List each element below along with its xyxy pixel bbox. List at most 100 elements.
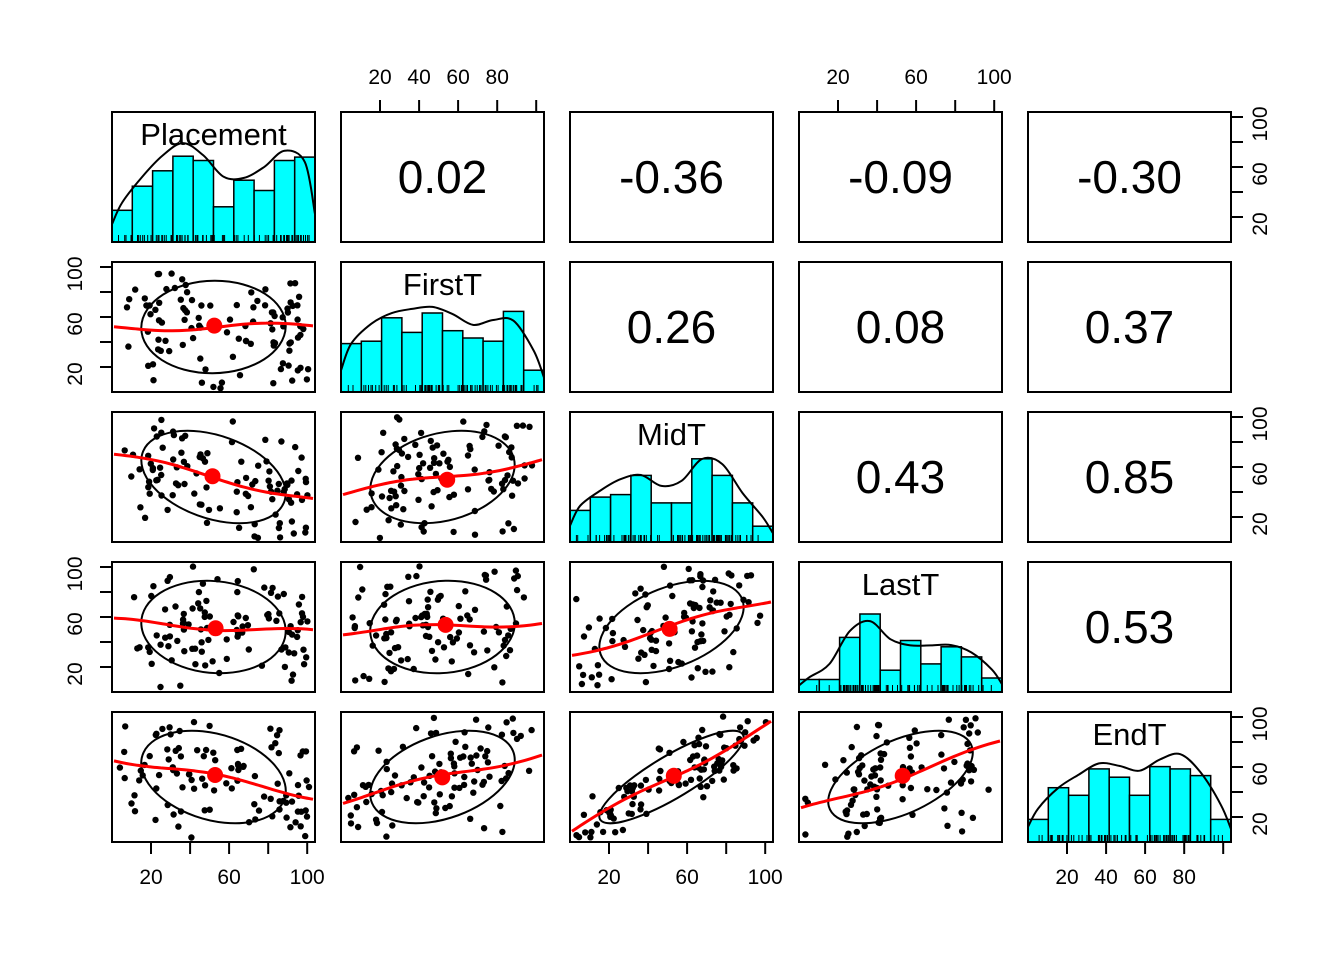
- histogram-bar: [1088, 768, 1110, 843]
- center-dot: [439, 471, 456, 488]
- histogram-bar: [131, 185, 154, 243]
- panel-correlation-placement-firstt: 0.02: [340, 111, 545, 243]
- panel-correlation-placement-endt: -0.30: [1027, 111, 1232, 243]
- histogram-bar: [1108, 776, 1131, 843]
- density-curve: [340, 305, 545, 378]
- panel-border: [111, 711, 316, 843]
- variable-label: Placement: [140, 117, 287, 152]
- panel-border: [798, 411, 1003, 543]
- histogram-bar: [380, 317, 403, 393]
- scatter-points: [345, 714, 535, 840]
- axis-tick-label: 20: [1249, 512, 1272, 535]
- axis-tick-label: 20: [597, 866, 620, 889]
- axis-tick-label: 100: [1249, 106, 1272, 141]
- bottom-axis-col-2: [608, 842, 767, 854]
- panel-border: [569, 711, 774, 843]
- panel-correlation-lastt-endt: 0.53: [1027, 561, 1232, 693]
- panel-correlation-midt-lastt: 0.43: [798, 411, 1003, 543]
- right-axis-row-0: [1231, 116, 1243, 218]
- correlation-value: 0.53: [1085, 601, 1175, 653]
- density-curve: [798, 619, 1003, 687]
- left-axis-row-3: [100, 566, 112, 668]
- axis-tick-label: 20: [1055, 866, 1078, 889]
- variable-label: LastT: [862, 567, 940, 602]
- histogram-bar: [899, 639, 922, 693]
- panel-scatter-lastt-vs-midt: [569, 561, 774, 693]
- panel-border: [798, 561, 1003, 693]
- panel-correlation-firstt-endt: 0.37: [1027, 261, 1232, 393]
- variable-label: MidT: [637, 417, 706, 452]
- histogram-bar: [462, 337, 484, 393]
- axis-tick-label: 40: [1094, 866, 1117, 889]
- axis-tick-label: 60: [675, 866, 698, 889]
- panel-diagonal-firstt: FirstT: [340, 261, 545, 393]
- bottom-axis-col-0: [150, 842, 309, 854]
- axis-tick-label: 20: [826, 66, 849, 89]
- center-dot: [661, 620, 678, 637]
- panel-border: [1027, 111, 1232, 243]
- variable-label: EndT: [1092, 717, 1166, 752]
- scatter-points: [116, 718, 313, 841]
- axis-tick-label: 60: [64, 612, 87, 635]
- panel-border: [340, 411, 545, 543]
- panel-correlation-firstt-midt: 0.26: [569, 261, 774, 393]
- histogram-bar: [1189, 774, 1212, 843]
- panel-diagonal-placement: Placement: [111, 111, 316, 243]
- center-dot: [207, 767, 224, 783]
- top-axis-col-3: [837, 100, 996, 112]
- axis-tick-label: 100: [748, 866, 783, 889]
- panel-scatter-endt-vs-firstt: [340, 711, 545, 843]
- panel-border: [798, 261, 1003, 393]
- density-curve: [569, 456, 774, 534]
- axis-tick-label: 100: [64, 556, 87, 591]
- axis-tick-label: 100: [1249, 706, 1272, 741]
- panel-correlation-placement-midt: -0.36: [569, 111, 774, 243]
- panel-border: [798, 111, 1003, 243]
- axis-tick-label: 60: [1249, 462, 1272, 485]
- panel-scatter-endt-vs-placement: [111, 711, 316, 843]
- correlation-value: 0.02: [398, 151, 488, 203]
- density-curve: [1027, 752, 1232, 830]
- correlation-ellipse: [113, 413, 314, 542]
- correlation-value: 0.26: [627, 301, 717, 353]
- right-axis-row-4: [1231, 716, 1243, 818]
- panel-border: [111, 561, 316, 693]
- panel-border: [340, 711, 545, 843]
- correlation-value: 0.85: [1085, 451, 1175, 503]
- panel-border: [111, 411, 316, 543]
- correlation-ellipse: [111, 262, 315, 393]
- histogram-bar: [233, 179, 255, 243]
- panel-border: [340, 261, 545, 393]
- histogram-bar: [192, 159, 215, 243]
- histogram-bar: [253, 189, 276, 243]
- histogram-bar: [838, 636, 861, 693]
- axis-tick-label: 100: [1249, 406, 1272, 441]
- panel-scatter-midt-vs-firstt: [340, 411, 545, 543]
- correlation-ellipse: [340, 562, 544, 693]
- scatter-points: [130, 563, 311, 691]
- histogram-bar: [441, 329, 464, 393]
- correlation-value: 0.08: [856, 301, 946, 353]
- axis-tick-label: 20: [1249, 212, 1272, 235]
- axis-tick-label: 100: [977, 66, 1012, 89]
- panel-diagonal-midt: MidT: [569, 411, 774, 543]
- correlation-ellipse: [582, 720, 760, 834]
- correlation-ellipse: [112, 712, 314, 841]
- correlation-value: 0.37: [1085, 301, 1175, 353]
- axis-tick-label: 60: [217, 866, 240, 889]
- correlation-ellipse: [341, 412, 543, 542]
- panel-border: [569, 411, 774, 543]
- histogram-bar: [569, 509, 592, 543]
- axis-tick-label: 80: [1173, 866, 1196, 889]
- correlation-value: -0.36: [619, 151, 724, 203]
- axis-tick-label: 60: [1249, 762, 1272, 785]
- histogram-bar: [1067, 794, 1090, 843]
- rug-ticks: [816, 685, 992, 691]
- panel-correlation-placement-lastt: -0.09: [798, 111, 1003, 243]
- panel-scatter-midt-vs-placement: [111, 411, 316, 543]
- rug-ticks: [118, 235, 310, 241]
- histogram-bar: [340, 342, 363, 393]
- histogram-bar: [401, 331, 423, 393]
- center-dot: [665, 767, 682, 784]
